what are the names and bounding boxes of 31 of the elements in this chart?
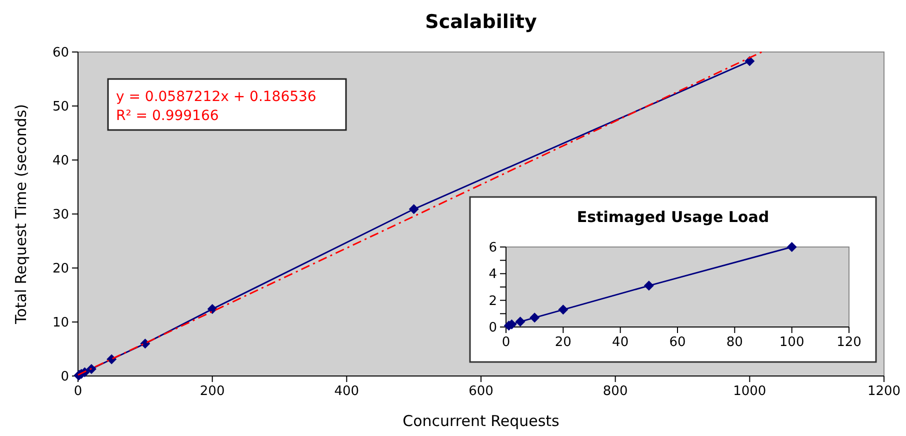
x-tick-label: 1000 bbox=[733, 384, 766, 399]
x-tick-label: 100 bbox=[779, 335, 804, 350]
x-tick-label: 0 bbox=[74, 384, 82, 399]
y-tick-label: 0 bbox=[60, 370, 69, 384]
x-tick-label: 40 bbox=[612, 335, 629, 350]
x-tick-label: 0 bbox=[502, 335, 510, 350]
y-tick-label: 6 bbox=[488, 240, 497, 256]
chart-title: Estimaged Usage Load bbox=[576, 208, 770, 226]
x-tick-label: 60 bbox=[669, 335, 686, 350]
x-tick-label: 800 bbox=[602, 384, 628, 399]
y-tick-label: 4 bbox=[488, 267, 497, 282]
y-tick-label: 2 bbox=[488, 294, 497, 309]
x-tick-label: 20 bbox=[554, 335, 572, 350]
x-axis-title: Concurrent Requests bbox=[402, 412, 560, 430]
y-tick-label: 60 bbox=[52, 46, 69, 60]
y-tick-label: 30 bbox=[52, 208, 69, 222]
y-tick-label: 10 bbox=[52, 316, 69, 330]
x-tick-label: 400 bbox=[334, 384, 360, 399]
y-tick-label: 40 bbox=[52, 154, 69, 168]
y-tick-label: 50 bbox=[52, 100, 69, 114]
y-axis-title: Total Request Time (seconds) bbox=[12, 104, 30, 325]
x-tick-label: 1200 bbox=[867, 384, 901, 399]
chart-title: Scalability bbox=[425, 11, 538, 33]
y-tick-label: 0 bbox=[488, 320, 497, 336]
x-tick-label: 120 bbox=[836, 335, 862, 350]
x-tick-label: 200 bbox=[200, 384, 225, 399]
x-tick-label: 80 bbox=[726, 335, 743, 350]
annotation: y = 0.0587212x + 0.186536 bbox=[116, 89, 316, 105]
x-tick-label: 600 bbox=[468, 384, 494, 399]
y-tick-label: 20 bbox=[52, 262, 69, 276]
annotation: R² = 0.999166 bbox=[116, 108, 219, 124]
